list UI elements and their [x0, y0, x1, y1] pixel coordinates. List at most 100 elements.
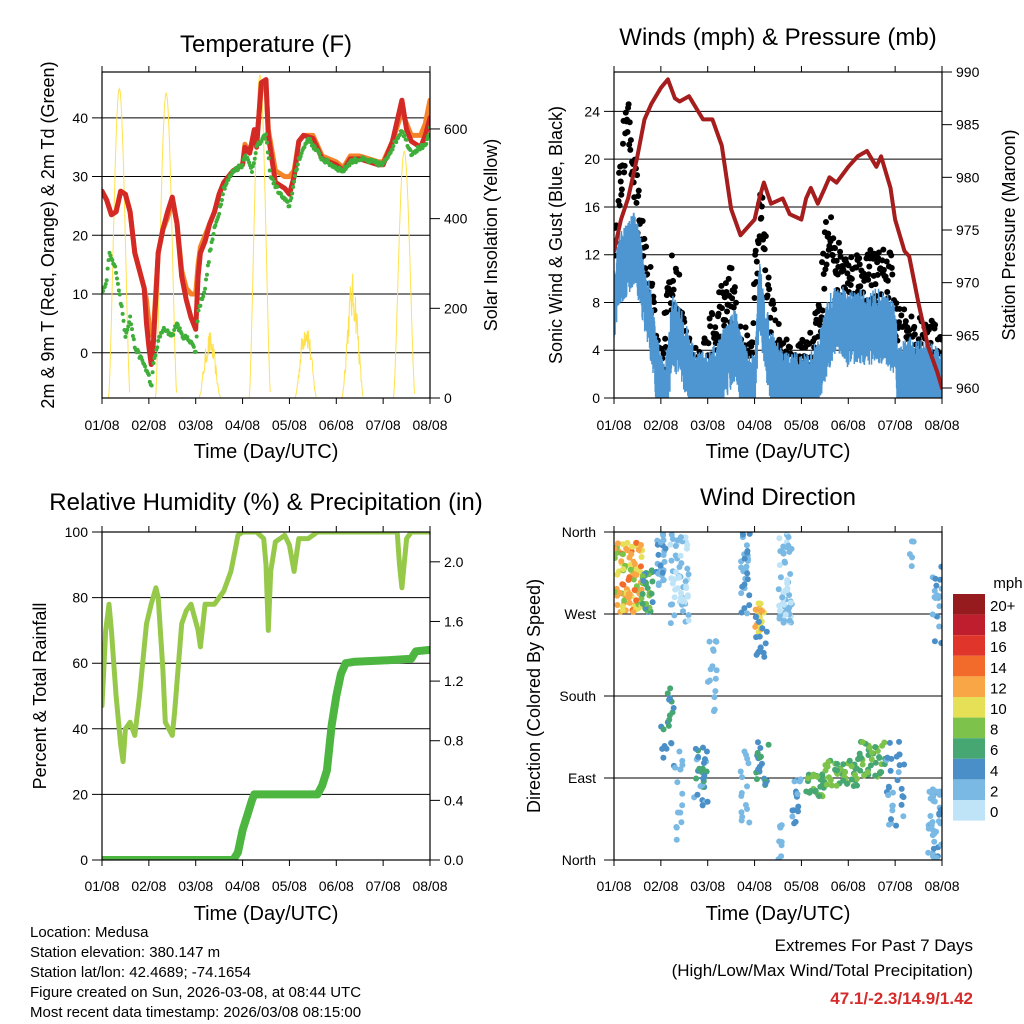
gust-point	[752, 247, 759, 254]
wind-direction-point	[896, 762, 903, 769]
legend-title: mph	[993, 575, 1022, 592]
dewpoint-point	[102, 289, 105, 294]
wind-direction-point	[746, 602, 753, 609]
right-tick-label: 0	[444, 390, 452, 406]
gust-point	[766, 286, 773, 293]
right-tick-label: 980	[956, 169, 980, 185]
gust-point	[705, 340, 712, 347]
wind-direction-point	[674, 779, 681, 786]
wind-direction-point	[786, 592, 793, 599]
gust-point	[635, 192, 642, 199]
wind-direction-point	[879, 742, 886, 749]
dewpoint-point	[104, 278, 109, 283]
wind-direction-point	[765, 741, 772, 748]
dewpoint-point	[400, 130, 405, 135]
dewpoint-point	[219, 202, 224, 207]
wind-direction-point	[937, 576, 942, 583]
gust-point	[865, 271, 872, 278]
gust-point	[820, 271, 827, 278]
gust-point	[880, 266, 887, 273]
wind-direction-point	[693, 775, 700, 782]
y-tick-label: 20	[584, 151, 600, 167]
wind-direction-point	[667, 685, 674, 692]
plot-area	[614, 77, 942, 398]
wind-direction-point	[825, 758, 832, 765]
dewpoint-point	[272, 179, 277, 184]
gust-point	[639, 218, 646, 225]
gust-point	[884, 288, 891, 295]
wind-direction-point	[624, 547, 631, 554]
wind-direction-point	[778, 838, 785, 845]
wind-direction-point	[854, 782, 861, 789]
wind-direction-point	[898, 785, 905, 792]
gust-point	[751, 295, 758, 302]
wind-direction-point	[649, 578, 656, 585]
wind-direction-point	[823, 781, 830, 788]
wind-direction-point	[786, 617, 793, 624]
wind-direction-point	[833, 782, 840, 789]
wind-direction-point	[703, 748, 710, 755]
dewpoint-point	[103, 282, 108, 287]
solar-insolation-line	[198, 331, 221, 398]
gust-point	[888, 264, 895, 271]
dewpoint-point	[298, 154, 303, 159]
gust-point	[729, 295, 736, 302]
x-tick-label: 04/08	[737, 878, 772, 894]
right-tick-label: 985	[956, 117, 980, 133]
x-tick-label: 08/08	[924, 417, 959, 433]
y-tick-label: 12	[584, 247, 600, 263]
gust-point	[692, 344, 699, 351]
wind-direction-point	[739, 583, 746, 590]
gust-point	[835, 239, 842, 246]
dewpoint-point	[206, 260, 211, 265]
dewpoint-point	[171, 332, 176, 337]
wind-direction-point	[933, 582, 940, 589]
dewpoint-point	[191, 344, 196, 349]
wind-direction-point	[660, 537, 667, 544]
wind-direction-point	[614, 589, 618, 596]
wind-direction-point	[662, 545, 669, 552]
solar-ylabel: Solar Insolation (Yellow)	[481, 139, 501, 331]
wind-direction-point	[929, 789, 936, 796]
wind-direction-point	[743, 542, 750, 549]
wind-direction-point	[670, 704, 677, 711]
plot-area	[614, 532, 942, 860]
wind-direction-point	[679, 802, 686, 809]
wind-direction-point	[655, 580, 662, 587]
right-tick-label: 0.0	[444, 852, 464, 868]
wind-direction-point	[625, 576, 632, 583]
wind-direction-point	[666, 716, 673, 723]
gust-point	[844, 270, 851, 277]
wind-direction-point	[825, 774, 832, 781]
wind-direction-point	[678, 819, 685, 826]
gust-point	[823, 261, 830, 268]
gust-point	[786, 344, 793, 351]
gust-point	[898, 312, 905, 319]
dewpoint-point	[116, 288, 121, 293]
wind-direction-point	[938, 585, 942, 592]
right-tick-label: 1.6	[444, 613, 464, 629]
wind-direction-point	[932, 575, 939, 582]
wind-direction-ylabel: Direction (Colored By Speed)	[524, 579, 544, 813]
wind-direction-point	[757, 745, 764, 752]
humidity-title: Relative Humidity (%) & Precipitation (i…	[49, 489, 482, 516]
wind-direction-point	[669, 536, 676, 543]
wind-direction-point	[710, 708, 717, 715]
x-tick-label: 01/08	[596, 878, 631, 894]
wind-direction-point	[738, 774, 745, 781]
wind-direction-point	[752, 614, 759, 621]
wind-direction-point	[806, 789, 813, 796]
gust-point	[712, 324, 719, 331]
gust-point	[821, 285, 828, 292]
wind-direction-point	[791, 820, 798, 827]
gust-point	[822, 218, 829, 225]
plot-frame	[101, 71, 431, 399]
wind-direction-point	[673, 824, 680, 831]
gust-point	[753, 258, 760, 265]
dewpoint-point	[155, 345, 160, 350]
gust-point	[625, 101, 632, 108]
x-tick-label: 07/08	[878, 878, 913, 894]
winds-title: Winds (mph) & Pressure (mb)	[619, 24, 936, 51]
gust-point	[825, 230, 832, 237]
y-tick-label: 0	[80, 852, 88, 868]
